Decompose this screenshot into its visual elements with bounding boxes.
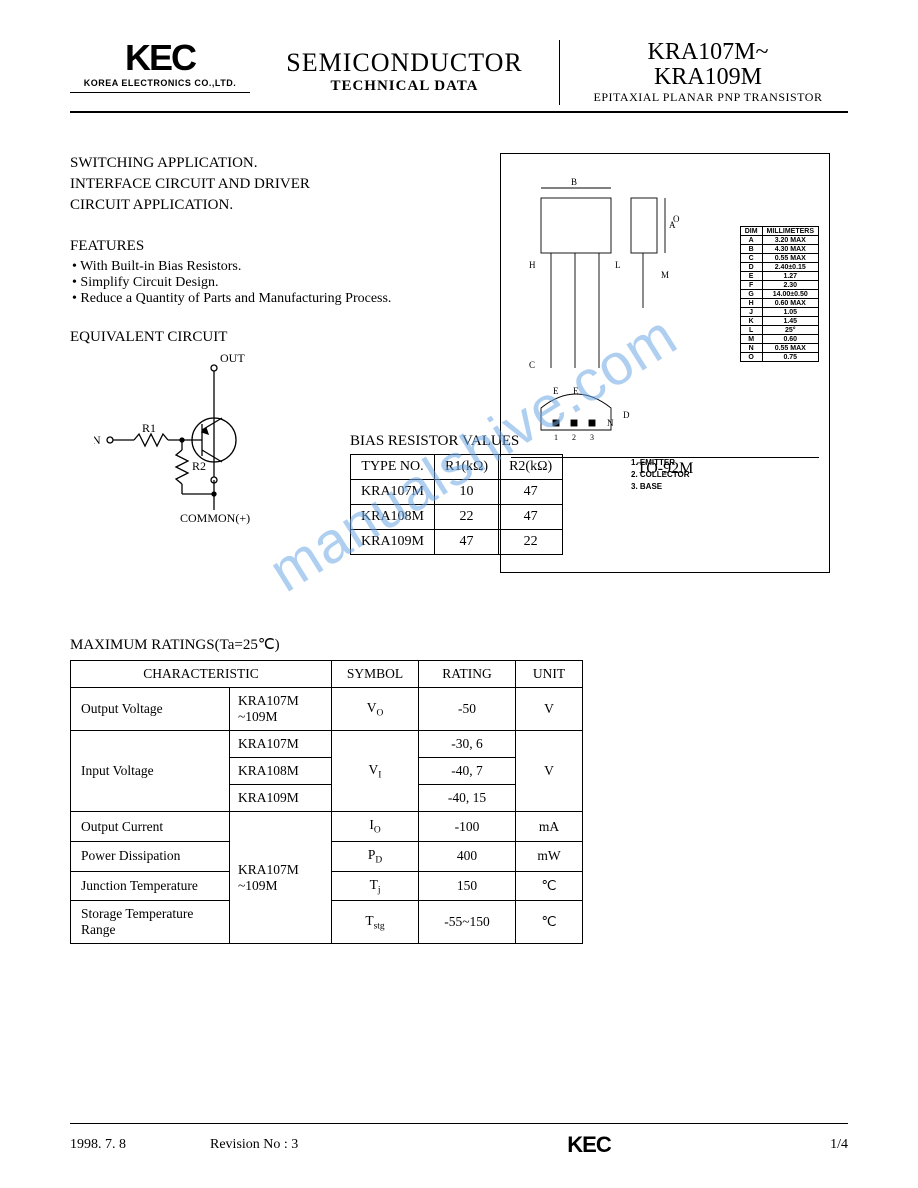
doc-title: SEMICONDUCTOR	[250, 48, 559, 78]
max-char-outv: Output Voltage	[71, 688, 230, 731]
max-char-tj: Junction Temperature	[71, 871, 230, 901]
max-col-unit: UNIT	[516, 661, 583, 688]
circuit-label-out: OUT	[220, 351, 245, 365]
app-line1: SWITCHING APPLICATION.	[70, 153, 500, 174]
svg-text:E: E	[553, 386, 559, 396]
part-block: KRA107M~ KRA109M EPITAXIAL PLANAR PNP TR…	[559, 40, 848, 105]
footer-date: 1998. 7. 8	[70, 1137, 210, 1153]
logo-text: KEC	[70, 40, 250, 76]
footer-page: 1/4	[788, 1137, 848, 1153]
logo-block: KEC KOREA ELECTRONICS CO.,LTD.	[70, 40, 250, 105]
dimensions-table: DIMMILLIMETERS A3.20 MAX B4.30 MAX C0.55…	[740, 226, 819, 362]
svg-text:O: O	[673, 214, 680, 224]
features-list: With Built-in Bias Resistors. Simplify C…	[70, 259, 500, 307]
application-text: SWITCHING APPLICATION. INTERFACE CIRCUIT…	[70, 153, 500, 216]
circuit-label-r2: R2	[192, 459, 206, 473]
part-description: EPITAXIAL PLANAR PNP TRANSISTOR	[568, 90, 848, 105]
pin-labels: 1. EMITTER 2. COLLECTOR 3. BASE	[631, 457, 690, 493]
svg-text:N: N	[607, 418, 614, 428]
app-line2: INTERFACE CIRCUIT AND DRIVER	[70, 174, 500, 195]
svg-text:C: C	[529, 360, 535, 370]
max-sub-outv: KRA107M ~109M	[230, 688, 332, 731]
doc-title-block: SEMICONDUCTOR TECHNICAL DATA	[250, 40, 559, 105]
app-line3: CIRCUIT APPLICATION.	[70, 195, 500, 216]
feature-item: Simplify Circuit Design.	[80, 275, 500, 291]
svg-text:1: 1	[554, 433, 558, 442]
max-char-tstg: Storage Temperature Range	[71, 901, 230, 944]
circuit-label-r1: R1	[142, 421, 156, 435]
pin-3-label: 3. BASE	[631, 481, 690, 493]
svg-text:B: B	[571, 177, 577, 187]
svg-text:2: 2	[572, 433, 576, 442]
header: KEC KOREA ELECTRONICS CO.,LTD. SEMICONDU…	[70, 40, 848, 113]
features-title: FEATURES	[70, 238, 500, 255]
svg-text:H: H	[529, 260, 536, 270]
feature-item: Reduce a Quantity of Parts and Manufactu…	[80, 291, 500, 307]
feature-item: With Built-in Bias Resistors.	[80, 259, 500, 275]
part-number-2: KRA109M	[568, 65, 848, 90]
footer-logo: KEC	[390, 1132, 788, 1158]
logo-subtitle: KOREA ELECTRONICS CO.,LTD.	[70, 78, 250, 93]
package-drawing: B A H C L M O 1 2	[511, 168, 721, 448]
max-ratings-table: CHARACTERISTIC SYMBOL RATING UNIT Output…	[70, 660, 583, 944]
pin-1-label: 1. EMITTER	[631, 457, 690, 469]
footer-revision: Revision No : 3	[210, 1137, 390, 1153]
circuit-label-in: IN	[94, 433, 101, 447]
equivalent-circuit-title: EQUIVALENT CIRCUIT	[70, 329, 500, 346]
svg-text:E: E	[573, 386, 579, 396]
max-char-outi: Output Current	[71, 812, 230, 842]
max-char-inv: Input Voltage	[71, 731, 230, 812]
svg-text:L: L	[615, 260, 621, 270]
max-char-pd: Power Dissipation	[71, 842, 230, 872]
max-ratings-title: MAXIMUM RATINGS(Ta=25℃)	[70, 635, 848, 654]
equivalent-circuit-diagram: OUT IN R1 R2 COMMON(+)	[94, 350, 294, 530]
dim-col-mm: MILLIMETERS	[762, 227, 818, 236]
max-col-rating: RATING	[419, 661, 516, 688]
svg-text:3: 3	[590, 433, 594, 442]
dim-col-dim: DIM	[740, 227, 762, 236]
svg-text:M: M	[661, 270, 669, 280]
max-col-symbol: SYMBOL	[332, 661, 419, 688]
doc-subtitle: TECHNICAL DATA	[250, 78, 559, 95]
circuit-label-common: COMMON(+)	[180, 511, 250, 525]
part-number-1: KRA107M~	[568, 40, 848, 65]
svg-text:D: D	[623, 410, 630, 420]
package-outline-frame: B A H C L M O 1 2	[500, 153, 830, 573]
pin-2-label: 2. COLLECTOR	[631, 469, 690, 481]
max-col-char: CHARACTERISTIC	[71, 661, 332, 688]
footer: 1998. 7. 8 Revision No : 3 KEC 1/4	[70, 1123, 848, 1158]
